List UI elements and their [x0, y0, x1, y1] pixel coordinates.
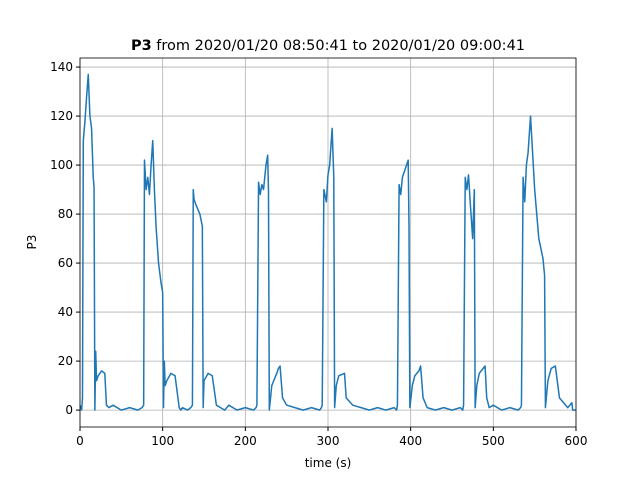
plot-frame	[79, 57, 577, 428]
title-text: from 2020/01/20 08:50:41 to 2020/01/20 0…	[156, 38, 525, 54]
y-tick-label: 20	[58, 354, 73, 368]
x-axis-label: time (s)	[305, 456, 352, 470]
y-tick-label: 40	[58, 305, 73, 319]
x-tick-label: 600	[565, 434, 588, 448]
y-tick-label: 80	[58, 207, 73, 221]
y-tick-label: 0	[65, 403, 73, 417]
y-tick-label: 140	[50, 60, 73, 74]
x-tick-label: 300	[317, 434, 340, 448]
data-line	[79, 73, 576, 411]
y-tick-label: 60	[58, 256, 73, 270]
y-tick-label: 120	[50, 109, 73, 123]
chart-title: P3 from 2020/01/20 08:50:41 to 2020/01/2…	[131, 38, 525, 54]
y-axis-label: P3	[25, 235, 39, 250]
x-tick-label: 200	[234, 434, 257, 448]
title-label: P3	[131, 38, 152, 54]
x-tick-label: 500	[482, 434, 505, 448]
x-tick-label: 100	[151, 434, 174, 448]
x-tick-label: 400	[399, 434, 422, 448]
y-tick-label: 100	[50, 158, 73, 172]
x-tick-label: 0	[76, 434, 84, 448]
